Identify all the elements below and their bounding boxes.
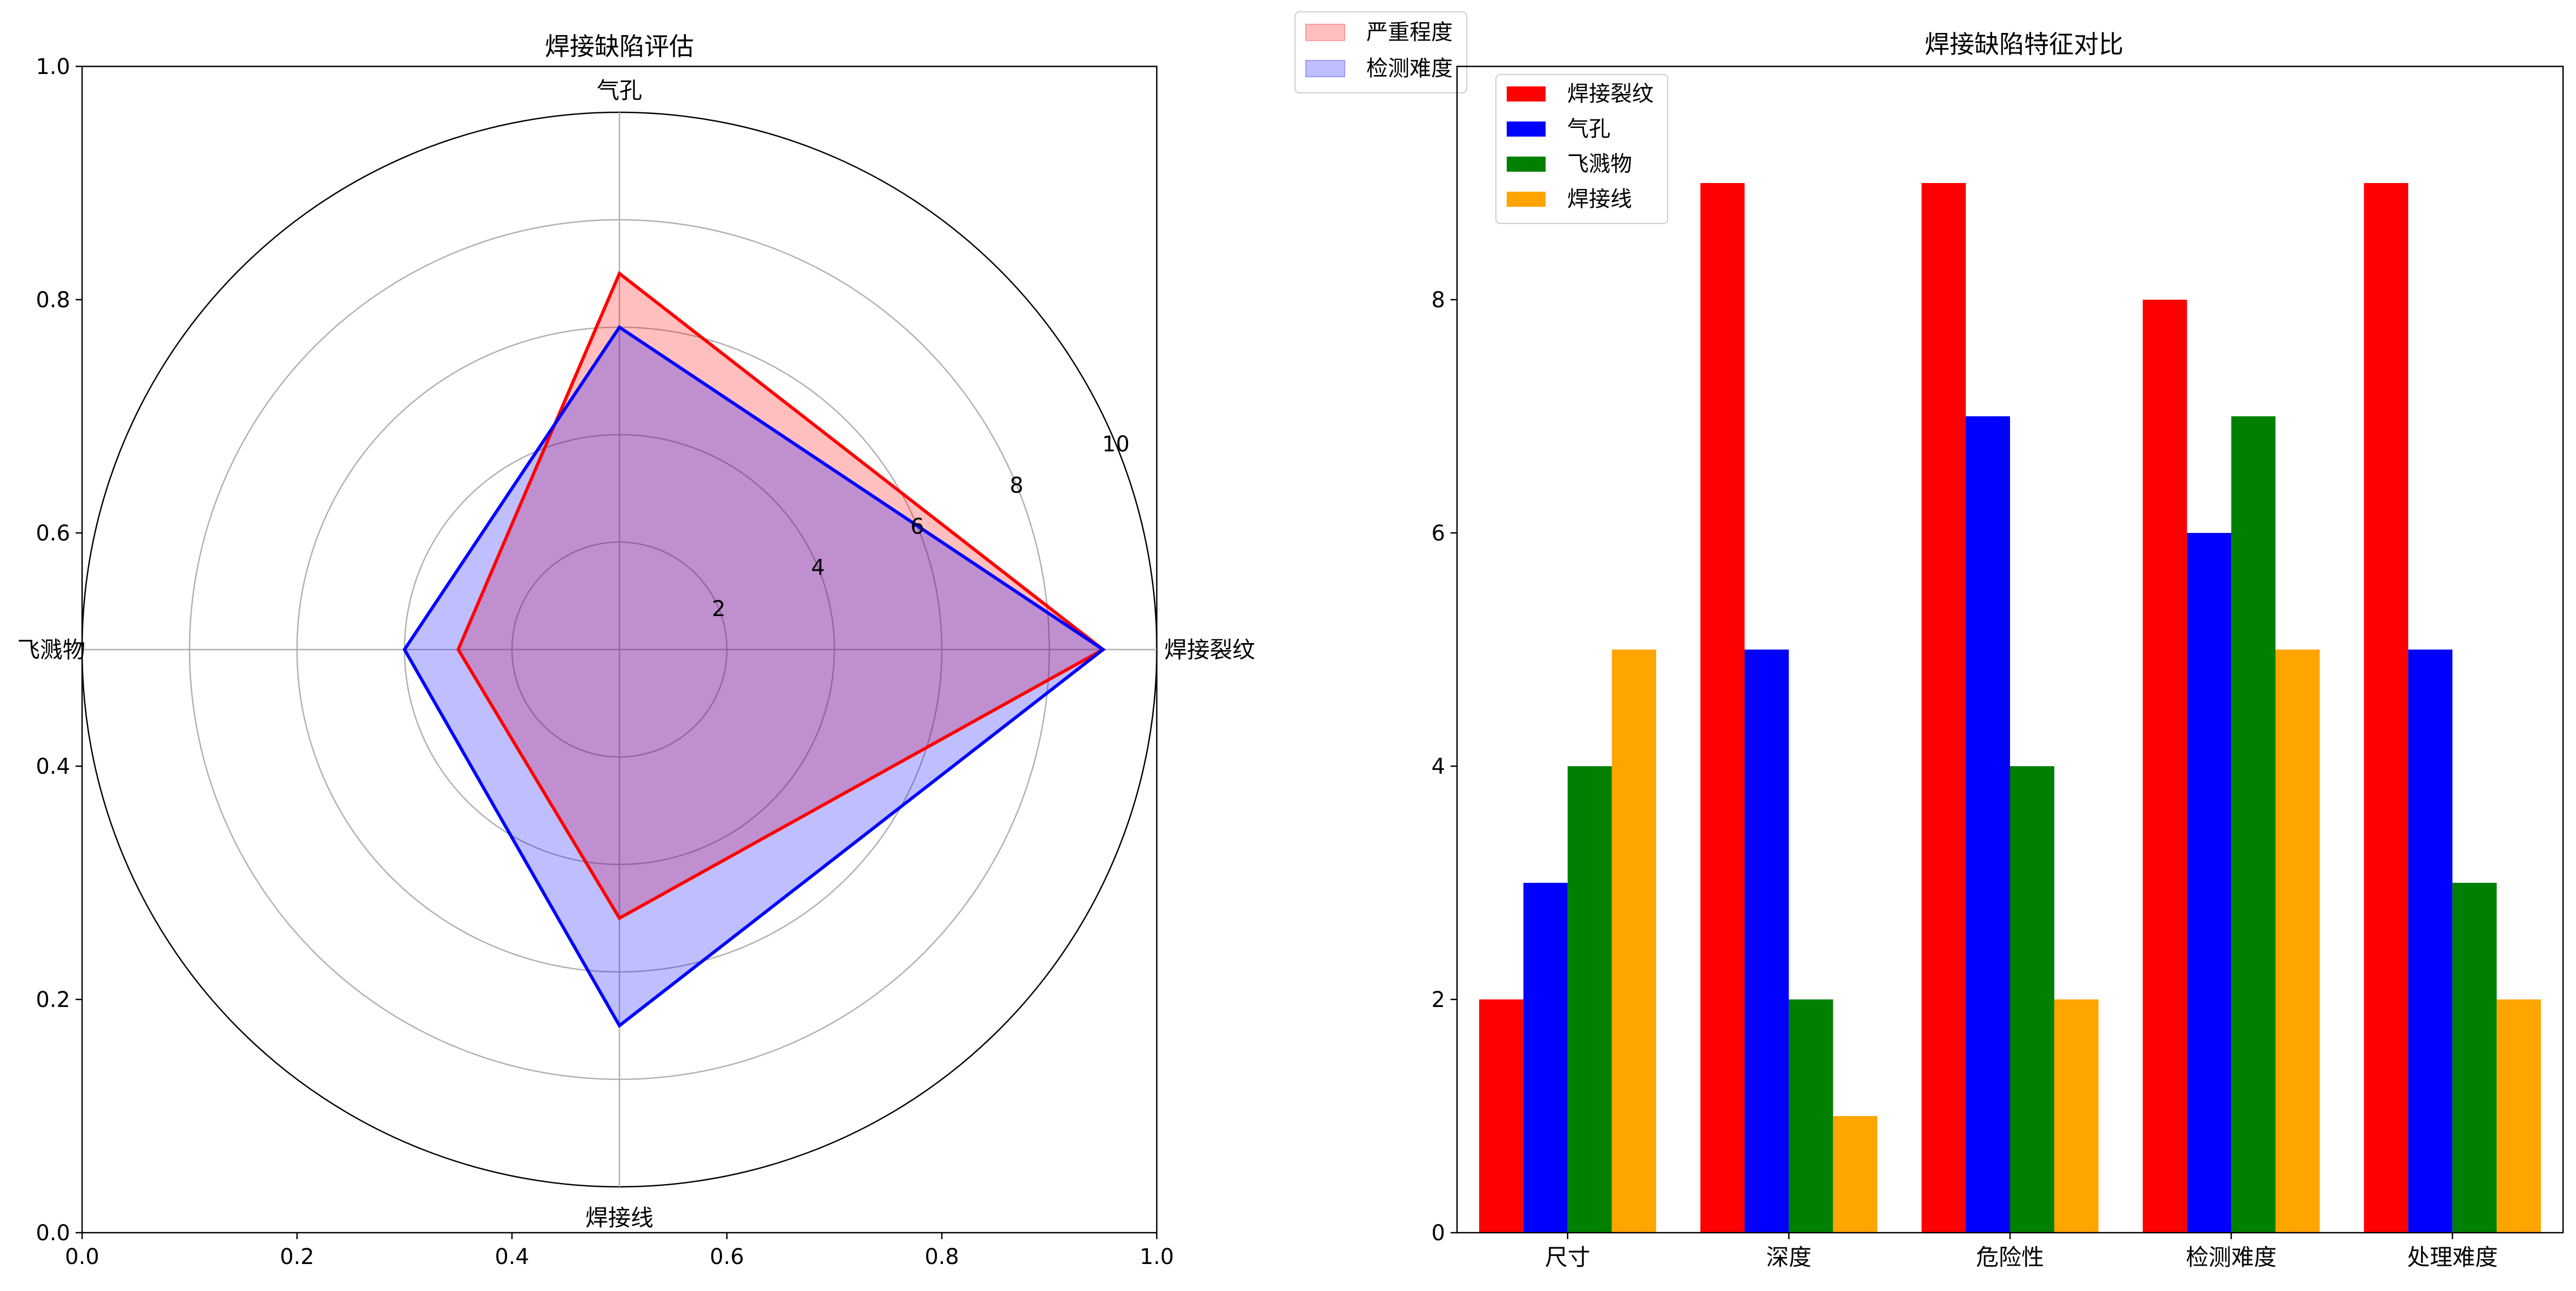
radar-y-tick-label: 0.2 — [36, 988, 70, 1012]
bar-legend-swatch — [1507, 86, 1546, 102]
radar-legend-label-severity: 严重程度 — [1366, 20, 1453, 45]
radar-x-tick-label: 0.6 — [710, 1245, 744, 1269]
radar-legend-swatch-detection — [1305, 60, 1345, 77]
bar-0-2 — [1921, 183, 1966, 1233]
bar-legend-label: 焊接线 — [1567, 187, 1632, 212]
bar-2-4 — [2452, 883, 2497, 1233]
radar-r-tick-label: 8 — [1010, 473, 1023, 498]
radar-grid — [81, 111, 1158, 1188]
radar-axis-label: 焊接裂纹 — [1164, 637, 1255, 663]
bar-legend-label: 飞溅物 — [1567, 152, 1632, 177]
radar-axis-label: 飞溅物 — [17, 637, 85, 663]
radar-series-line-0 — [456, 271, 1106, 921]
bar-legend-swatch — [1507, 121, 1546, 137]
bar-x-tick-label: 尺寸 — [1545, 1244, 1590, 1270]
bar-1-4 — [2408, 650, 2453, 1233]
radar-x-tick-label: 0.0 — [65, 1245, 99, 1269]
bar-3-4 — [2497, 999, 2541, 1233]
radar-y-tick-label: 0.4 — [36, 754, 70, 779]
radar-r-tick-label: 10 — [1102, 432, 1130, 457]
bar-x-tick-label: 处理难度 — [2407, 1244, 2498, 1270]
bar-y-ticks: 0 2 4 6 8 — [1432, 288, 1457, 1246]
radar-x-tick-label: 0.4 — [495, 1245, 529, 1269]
bar-legend-swatch — [1507, 192, 1546, 207]
radar-axis-label: 气孔 — [597, 77, 642, 104]
bar-y-tick-label: 4 — [1432, 754, 1445, 779]
bar-legend-label: 气孔 — [1567, 117, 1610, 141]
bar-2-0 — [1567, 766, 1612, 1233]
bar-3-0 — [1611, 650, 1656, 1233]
bar-1-3 — [2187, 533, 2231, 1233]
bar-1-0 — [1523, 883, 1568, 1233]
radar-chart: 焊接缺陷评估 0.0 0.2 0.4 0.6 0.8 1.0 0.0 0.2 0.4 0.6 0.8… — [17, 32, 1255, 1269]
bar-y-tick-label: 0 — [1432, 1221, 1445, 1246]
bar-legend-swatch — [1507, 157, 1546, 172]
radar-x-tick-label: 0.2 — [280, 1245, 314, 1269]
bar-2-3 — [2231, 416, 2276, 1233]
radar-radial-ticks: 2 4 6 8 10 — [712, 432, 1130, 621]
bar-bars — [1479, 183, 2541, 1233]
radar-y-tick-label: 0.6 — [36, 521, 70, 546]
radar-title: 焊接缺陷评估 — [545, 32, 694, 61]
bar-y-tick-label: 2 — [1432, 988, 1445, 1012]
bar-2-2 — [2010, 766, 2054, 1233]
bar-title: 焊接缺陷特征对比 — [1925, 30, 2123, 59]
bar-0-0 — [1479, 999, 1523, 1233]
radar-r-tick-label: 4 — [811, 556, 825, 580]
radar-r-tick-label: 2 — [712, 597, 725, 621]
bar-x-tick-label: 危险性 — [1976, 1244, 2044, 1270]
radar-r-tick-label: 6 — [911, 515, 924, 539]
radar-y-tick-label: 1.0 — [36, 55, 70, 79]
bar-x-ticks: 尺寸 深度 危险性 检测难度 处理难度 — [1545, 1233, 2498, 1270]
bar-3-1 — [1833, 1116, 1878, 1233]
bar-y-tick-label: 6 — [1432, 521, 1445, 546]
bar-3-2 — [2054, 999, 2099, 1233]
radar-series-line-1 — [402, 325, 1106, 1028]
bar-2-1 — [1789, 999, 1833, 1233]
radar-frame-ticks: 0.0 0.2 0.4 0.6 0.8 1.0 0.0 0.2 0.4 0.6 0.8 1.0 — [36, 55, 1174, 1269]
radar-y-tick-label: 0.0 — [36, 1221, 70, 1246]
bar-0-3 — [2142, 300, 2187, 1233]
radar-series — [402, 271, 1106, 1028]
bar-y-tick-label: 8 — [1432, 288, 1445, 313]
bar-chart: 焊接缺陷特征对比 0 2 4 6 8 尺寸 深度 危险性 检测难度 处理难度 焊接裂纹气孔飞溅物… — [1432, 30, 2564, 1270]
bar-x-tick-label: 检测难度 — [2186, 1244, 2277, 1270]
radar-x-tick-label: 1.0 — [1139, 1245, 1174, 1269]
bar-legend-box — [1495, 74, 1668, 224]
bar-0-4 — [2364, 183, 2409, 1233]
bar-legend-label: 焊接裂纹 — [1567, 82, 1654, 106]
radar-legend-label-detection: 检测难度 — [1366, 56, 1453, 81]
radar-legend: 严重程度 检测难度 — [1294, 11, 1467, 93]
radar-legend-swatch-severity — [1305, 24, 1345, 41]
radar-axis-label: 焊接线 — [585, 1205, 653, 1231]
bar-3-3 — [2275, 650, 2320, 1233]
bar-0-1 — [1700, 183, 1745, 1233]
radar-y-tick-label: 0.8 — [36, 288, 70, 313]
bar-1-1 — [1744, 650, 1789, 1233]
radar-series-fill-0 — [458, 273, 1103, 918]
bar-1-2 — [1966, 416, 2010, 1233]
bar-x-tick-label: 深度 — [1766, 1244, 1811, 1270]
radar-x-tick-label: 0.8 — [925, 1245, 959, 1269]
